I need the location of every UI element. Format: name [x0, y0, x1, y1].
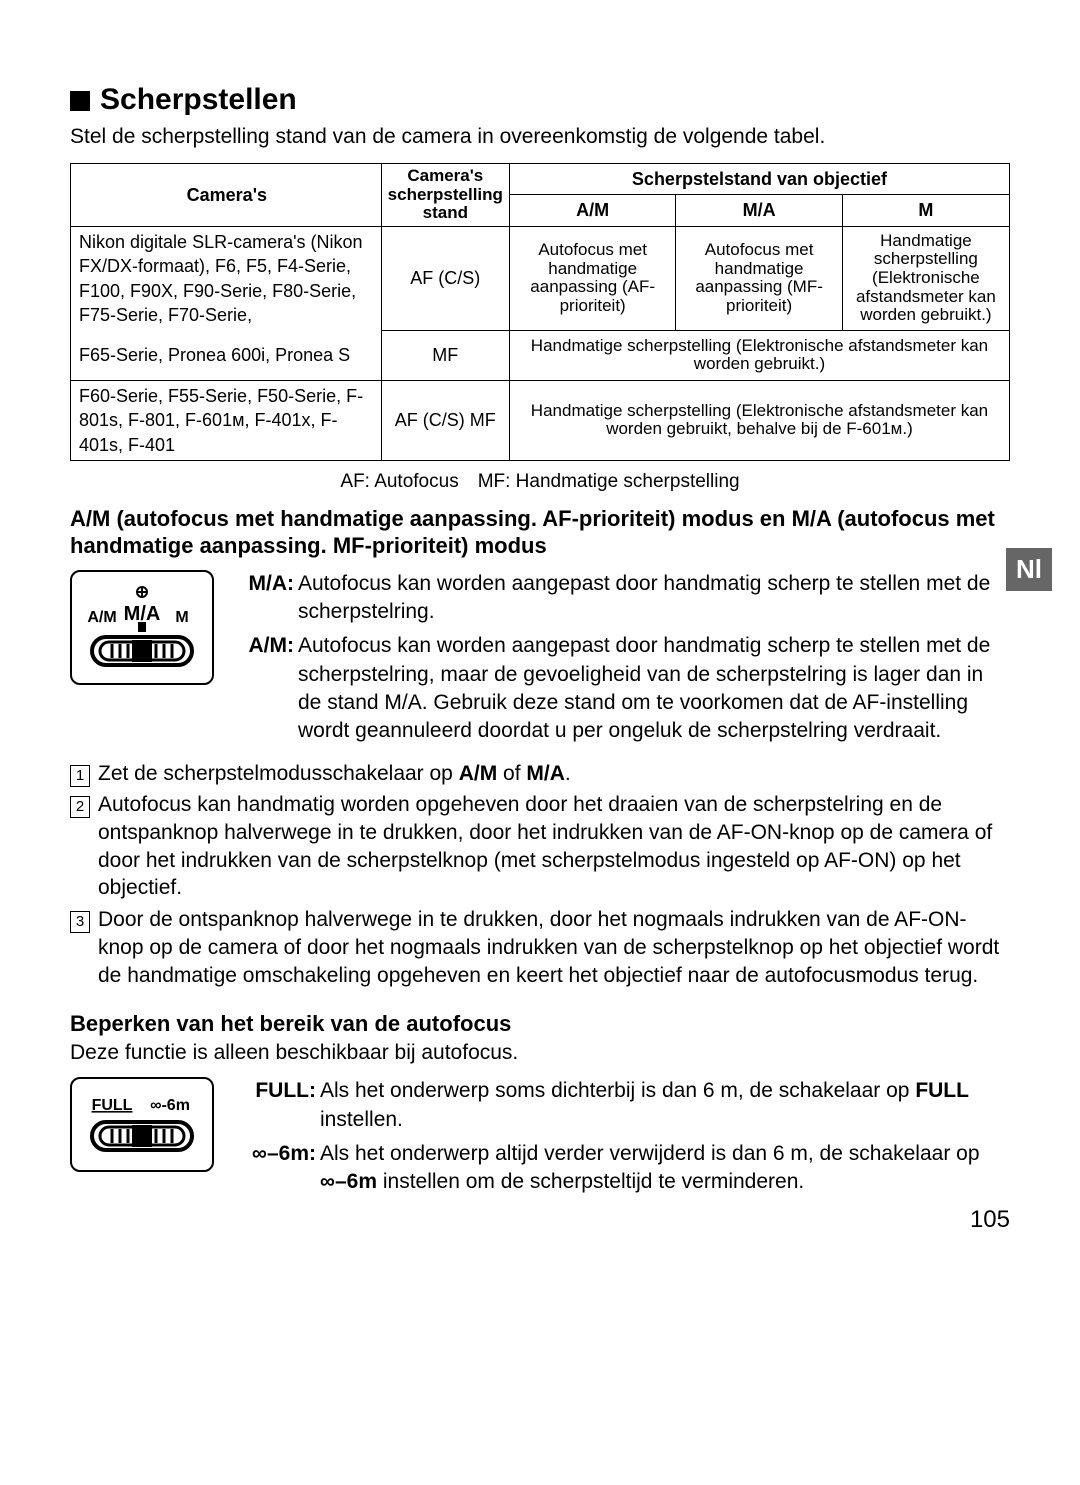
svg-text:FULL: FULL	[92, 1097, 133, 1114]
step-1-text: Zet de scherpstelmodusschakelaar op A/M …	[98, 760, 571, 788]
th-ma: M/A	[676, 195, 842, 227]
th-lens-mode: Scherpstelstand van objectief	[509, 163, 1009, 195]
ma-label: M/A:	[230, 570, 294, 627]
language-tab: Nl	[1006, 548, 1052, 591]
section-title: Scherpstellen	[100, 80, 297, 121]
sw-full: FULL	[92, 1097, 133, 1114]
page-number: 105	[970, 1204, 1010, 1236]
th-m: M	[842, 195, 1009, 227]
td-mode-afcs: AF (C/S)	[381, 226, 509, 330]
th-focus-mode: Camera's scherpstelling stand	[381, 163, 509, 226]
section-intro: Stel de scherpstelling stand van de came…	[70, 123, 1010, 151]
td-merged-mf: Handmatige scherpstelling (Elektronische…	[509, 330, 1009, 380]
step-1-marker: 1	[70, 765, 90, 787]
td-m-text: Handmatige scherpstelling (Elektronische…	[842, 226, 1009, 330]
am-text: Autofocus kan worden aangepast door hand…	[298, 632, 1010, 745]
sw-am: A/M	[87, 609, 116, 626]
td-cameras-1b: F65-Serie, Pronea 600i, Pronea S	[71, 330, 382, 380]
limit-heading: Beperken van het bereik van de autofocus	[70, 1009, 1010, 1039]
table-legend: AF: Autofocus MF: Handmatige scherpstell…	[70, 469, 1010, 495]
td-am-text: Autofocus met handmatige aanpassing (AF-…	[509, 226, 675, 330]
td-ma-text: Autofocus met handmatige aanpassing (MF-…	[676, 226, 842, 330]
sw-ma: M/A	[124, 603, 161, 625]
svg-text:M: M	[175, 609, 188, 626]
modes-heading: A/M (autofocus met handmatige aanpassing…	[70, 505, 1010, 560]
inf6-label: ∞–6m:	[230, 1140, 316, 1197]
step-2-text: Autofocus kan handmatig worden opgeheven…	[98, 791, 1010, 902]
td-merged-2: Handmatige scherpstelling (Elektronische…	[509, 380, 1009, 460]
full-text: Als het onderwerp soms dichterbij is dan…	[320, 1077, 1010, 1134]
sw-m: M	[175, 609, 188, 626]
svg-text:∞-6m: ∞-6m	[150, 1097, 190, 1114]
section-marker	[70, 91, 90, 111]
td-mode-mf: MF	[381, 330, 509, 380]
focus-mode-table: Camera's Camera's scherpstelling stand S…	[70, 163, 1010, 461]
limit-availability: Deze functie is alleen beschikbaar bij a…	[70, 1039, 1010, 1067]
svg-text:A/M: A/M	[87, 609, 116, 626]
focus-mode-switch-icon: A/M M/A M	[70, 570, 214, 685]
svg-text:M/A: M/A	[124, 603, 161, 625]
step-3-marker: 3	[70, 911, 90, 933]
focus-limit-switch-icon: FULL ∞-6m	[70, 1077, 214, 1172]
td-cameras-2: F60-Serie, F55-Serie, F50-Serie, F-801s,…	[71, 380, 382, 460]
step-2-marker: 2	[70, 796, 90, 818]
td-cameras-1a: Nikon digitale SLR-camera's (Nikon FX/DX…	[71, 226, 382, 330]
am-label: A/M:	[230, 632, 294, 745]
full-label: FULL:	[230, 1077, 316, 1134]
td-mode-2: AF (C/S) MF	[381, 380, 509, 460]
inf6-text: Als het onderwerp altijd verder verwijde…	[320, 1140, 1010, 1197]
step-3-text: Door de ontspanknop halverwege in te dru…	[98, 906, 1010, 989]
th-am: A/M	[509, 195, 675, 227]
sw-inf6: ∞-6m	[150, 1097, 190, 1114]
th-cameras: Camera's	[71, 163, 382, 226]
ma-text: Autofocus kan worden aangepast door hand…	[298, 570, 1010, 627]
